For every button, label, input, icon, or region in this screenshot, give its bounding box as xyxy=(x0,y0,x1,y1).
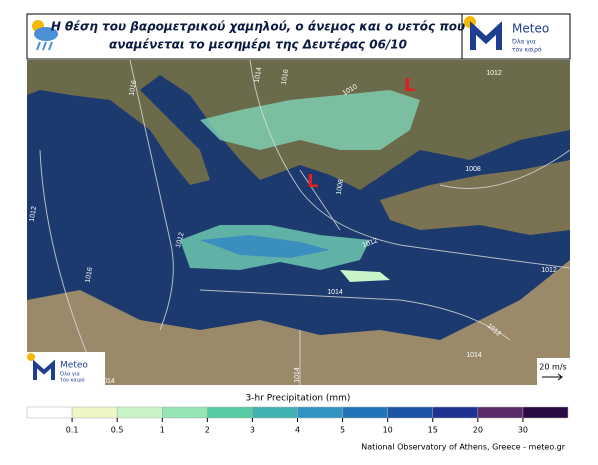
isobar-label: 1012 xyxy=(486,70,502,77)
colorbar-tick-label: 15 xyxy=(428,426,438,435)
isobar-label: 1016 xyxy=(281,69,291,86)
colorbar-tick-label: 0.5 xyxy=(111,426,124,435)
logo-slogan: τον καιρό xyxy=(512,47,542,54)
colorbar-cell xyxy=(477,406,524,419)
isobar-label: 1014 xyxy=(99,378,115,385)
title-line: αναμένεται το μεσημέρι της Δευτέρας 06/1… xyxy=(109,38,407,52)
colorbar-cell xyxy=(162,406,208,419)
colorbar-tick-label: 2 xyxy=(205,426,210,435)
colorbar-tick-label: 20 xyxy=(473,426,483,435)
logo-slogan: Όλα για xyxy=(59,371,81,378)
low-marker: L xyxy=(307,171,318,192)
colorbar-cell xyxy=(71,406,118,419)
colorbar-cell xyxy=(252,406,298,419)
isobar-label: 1016 xyxy=(129,80,139,97)
isobar-label: 1012 xyxy=(541,267,557,274)
isobar-label: 1012 xyxy=(29,206,39,223)
map xyxy=(27,59,571,386)
isobar-label: 1014 xyxy=(294,367,301,383)
wind-scale-box xyxy=(537,358,570,385)
logo-slogan: Όλα για xyxy=(511,39,536,46)
colorbar-tick-label: 1 xyxy=(160,426,165,435)
isobar-label: 1012 xyxy=(362,237,379,249)
colorbar-cell xyxy=(342,406,388,419)
colorbar-tick-label: 0.1 xyxy=(66,426,79,435)
colorbar-cell xyxy=(297,406,343,419)
isobar-label: 1014 xyxy=(254,67,264,84)
wind-scale: 20 m/s xyxy=(539,363,566,372)
colorbar-tick-label: 10 xyxy=(383,426,393,435)
logo-name: Meteo xyxy=(60,361,88,371)
credit: National Observatory of Athens, Greece -… xyxy=(361,443,566,452)
isobar-label: 1014 xyxy=(327,289,343,296)
isobar-label: 1012 xyxy=(175,232,186,249)
logo-name: Meteo xyxy=(512,22,549,36)
colorbar-cell xyxy=(522,406,569,419)
logo-slogan: τον καιρό xyxy=(60,377,85,384)
colorbar-title: 3-hr Precipitation (mm) xyxy=(246,394,351,404)
colorbar-tick-label: 3 xyxy=(250,426,255,435)
colorbar-cell xyxy=(26,406,73,419)
colorbar-cell xyxy=(432,406,479,419)
low-marker: L xyxy=(404,75,415,96)
colorbar-cell xyxy=(387,406,433,419)
lows: L L xyxy=(307,75,415,192)
logo: Meteo Όλα για τον καιρό xyxy=(464,16,549,54)
colorbar-tick-label: 5 xyxy=(340,426,345,435)
colorbar-tick-label: 30 xyxy=(518,426,528,435)
isobar-label: 1008 xyxy=(336,179,346,196)
colorbar-tick-label: 4 xyxy=(295,426,300,435)
colorbar-cell xyxy=(116,406,163,419)
isobar-label: 1008 xyxy=(465,166,481,173)
isobar-label: 1014 xyxy=(466,352,482,359)
weather-icon xyxy=(32,20,58,51)
title-line: Η θέση του βαρομετρικού χαμηλού, ο άνεμο… xyxy=(51,20,465,34)
colorbar-cell xyxy=(207,406,253,419)
isobar-label: 1016 xyxy=(85,267,95,284)
